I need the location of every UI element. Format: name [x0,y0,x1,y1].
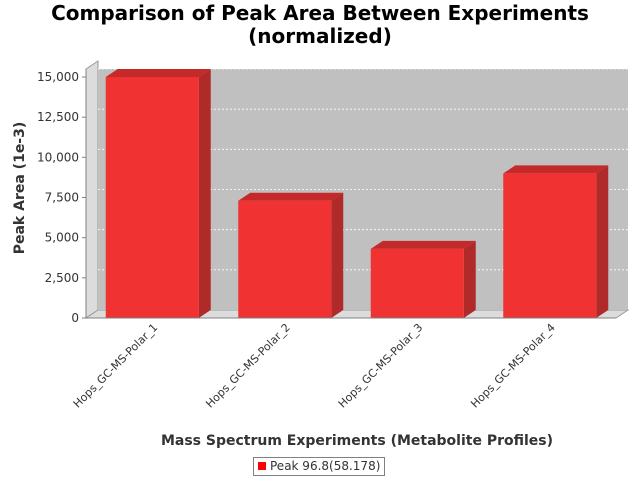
bar-top [503,165,609,174]
bar [370,240,476,318]
x-axis-ticks: Hops_GC-MS-Polar_1 Hops_GC-MS-Polar_2 Hops… [71,321,558,411]
legend-swatch [258,462,266,470]
legend-label: Peak 96.8(58.178) [270,459,381,473]
bar-top [370,240,476,249]
bar-front [503,173,597,318]
chart-title: Comparison of Peak Area Between Experime… [0,2,640,48]
y-tick-label: 15,000 [37,70,79,84]
bar-front [105,77,199,318]
bars [105,69,609,318]
legend: Peak 96.8(58.178) [253,457,386,476]
bar-side [198,69,211,318]
plot-left-wall [85,60,99,319]
chart-title-line-1: Comparison of Peak Area Between Experime… [51,1,589,25]
y-tick-label: 2,500 [45,271,79,285]
y-tick-label: 7,500 [45,191,79,205]
y-tick-label: 12,500 [37,110,79,124]
x-tick-label: Hops_GC-MS-Polar_4 [468,321,558,411]
y-axis-ticks: 0 2,500 5,000 7,500 10,000 12,500 15,000 [37,70,86,325]
x-tick-label: Hops_GC-MS-Polar_1 [71,321,161,411]
bar [503,165,609,318]
bar [105,69,211,318]
y-tick-label: 0 [71,311,79,325]
x-tick-label: Hops_GC-MS-Polar_2 [203,321,293,411]
bar-side [331,192,344,318]
bar-front [370,248,464,318]
chart-title-line-2: (normalized) [248,24,392,48]
bar-front [238,200,332,318]
x-axis-label: Mass Spectrum Experiments (Metabolite Pr… [161,433,553,449]
y-axis-label: Peak Area (1e-3) [12,122,28,255]
axes [85,69,616,319]
bar-side [596,165,609,318]
bar-top [238,192,344,201]
bar-top [105,69,211,77]
bar-side [463,240,476,318]
bar [238,192,344,318]
y-tick-label: 10,000 [37,150,79,164]
x-tick-label: Hops_GC-MS-Polar_3 [336,321,426,411]
y-tick-label: 5,000 [45,231,79,245]
